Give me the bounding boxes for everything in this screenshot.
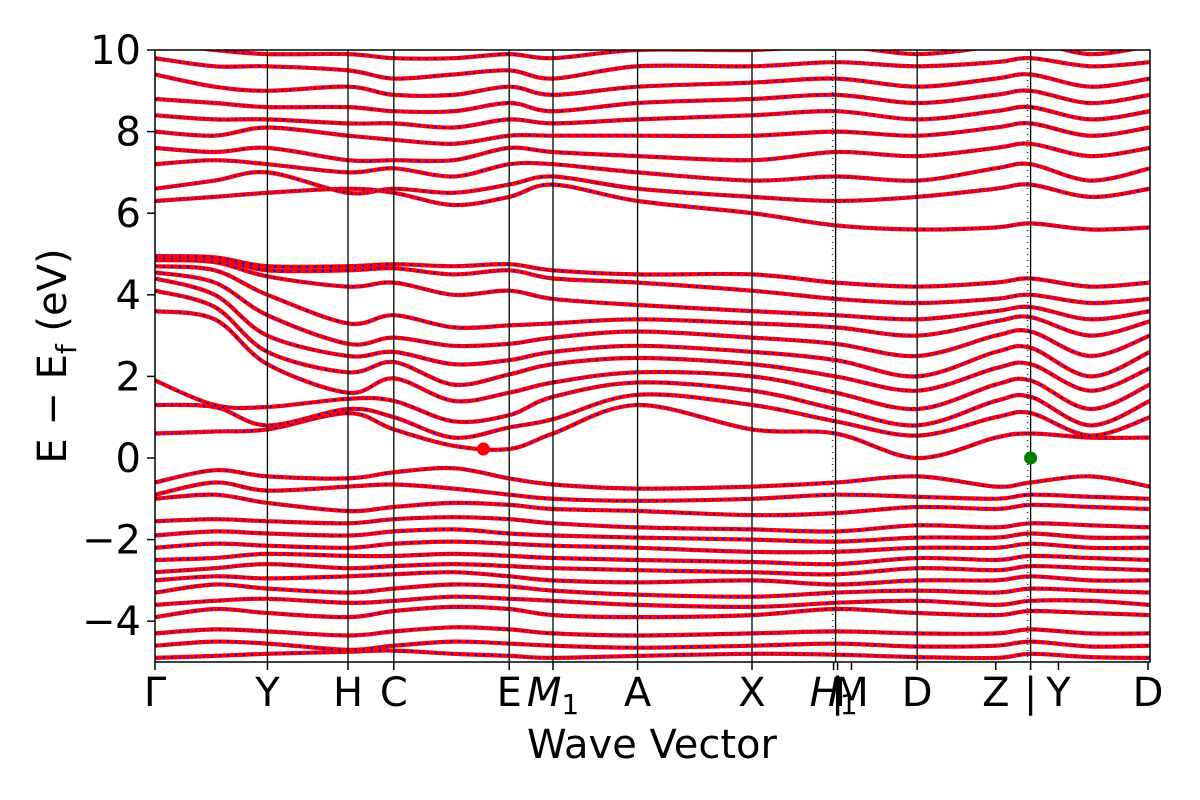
- band-line-dash: [155, 256, 1150, 305]
- band-line: [155, 570, 1150, 587]
- x-tick-label-main: M: [527, 670, 562, 716]
- bands: [155, 50, 1150, 661]
- band-line-dash: [155, 73, 1150, 97]
- x-tick-label: X: [738, 670, 765, 716]
- band-line: [155, 582, 1150, 599]
- x-tick-label: |: [1024, 670, 1037, 716]
- band-line: [155, 141, 1150, 164]
- x-tick-label-main: Y: [1045, 670, 1071, 716]
- y-tick-label: 6: [116, 191, 141, 237]
- y-tick-label: 4: [116, 273, 141, 319]
- band-line-dash: [155, 403, 1150, 460]
- band-line: [155, 402, 1150, 461]
- band-line: [155, 465, 1150, 491]
- band-line-dash: [155, 393, 1150, 439]
- band-line-dash: [155, 57, 1150, 80]
- x-tick-label-main: Y: [254, 670, 280, 716]
- x-tick-label: D: [902, 670, 933, 716]
- band-line: [155, 594, 1150, 610]
- x-tick-label-main: D: [902, 670, 933, 716]
- plot-area: [154, 49, 1151, 663]
- x-tick-label: M1: [527, 670, 579, 721]
- band-line-dash: [155, 271, 1150, 358]
- band-line-dash: [155, 481, 1150, 502]
- x-tick-label: A: [624, 670, 652, 716]
- x-tick-label-main: |: [1024, 670, 1037, 716]
- extremum-marker: [476, 442, 490, 456]
- y-axis-label-main: E − E: [30, 354, 76, 464]
- x-tick-label: C: [380, 670, 408, 716]
- y-tick-label: −2: [82, 518, 141, 564]
- x-tick-label-main: X: [738, 670, 765, 716]
- markers: [476, 442, 1038, 465]
- band-line-dash: [155, 493, 1150, 517]
- band-line: [197, 50, 1140, 61]
- y-axis-label-unit: (eV): [30, 248, 76, 344]
- x-tick-label-main: E: [497, 670, 522, 716]
- band-line: [155, 625, 1150, 638]
- x-axis-label: Wave Vector: [527, 722, 778, 768]
- band-line-dash: [155, 265, 1150, 337]
- x-tick-label-main: A: [624, 670, 652, 716]
- extremum-marker: [1024, 451, 1038, 465]
- band-line: [155, 527, 1150, 544]
- band-line: [155, 182, 1150, 232]
- kpoint-vlines: [266, 50, 1032, 662]
- y-axis-label-sub: f: [50, 343, 83, 354]
- band-line: [155, 648, 1150, 661]
- y-tick-label: −4: [82, 599, 141, 645]
- band-line: [155, 562, 1150, 577]
- x-tick-label: Γ: [144, 670, 167, 716]
- band-line: [155, 258, 1150, 322]
- band-line: [155, 264, 1150, 338]
- x-tick-label: Z: [982, 670, 1009, 716]
- band-line: [155, 158, 1150, 183]
- band-line: [155, 253, 1150, 289]
- x-tick-label-main: H: [810, 670, 840, 716]
- x-tick-label-sub: 1: [840, 688, 858, 721]
- band-line: [155, 288, 1150, 393]
- x-tick-label: Y: [1045, 670, 1071, 716]
- band-line-dash: [155, 277, 1150, 378]
- x-tick-label: |: [831, 670, 844, 716]
- x-tick-label-main: Γ: [144, 670, 167, 716]
- band-line-dash: [155, 142, 1150, 163]
- x-tick-label: H: [333, 670, 363, 716]
- x-tick-label: Y: [254, 670, 280, 716]
- x-axis-ticks: Γ Y H C E M1 A X H1|M D Z | Y D: [144, 662, 1164, 721]
- x-tick-label-sub: 1: [561, 688, 579, 721]
- band-line: [155, 539, 1150, 555]
- y-tick-label: 0: [116, 436, 141, 482]
- x-tick-label-main: Z: [982, 670, 1009, 716]
- band-line: [155, 639, 1150, 652]
- band-line: [155, 515, 1150, 534]
- band-line: [155, 604, 1150, 620]
- x-tick-label-main: D: [1133, 670, 1164, 716]
- y-axis-ticks: −4 −2 0 2 4 6 8 10: [82, 28, 155, 645]
- y-axis-label: E − Ef (eV): [30, 248, 83, 463]
- band-line-dash: [155, 122, 1150, 145]
- band-line-dash: [155, 379, 1150, 427]
- band-line: [155, 104, 1150, 130]
- band-line: [155, 169, 1150, 204]
- y-tick-label: 8: [116, 110, 141, 156]
- x-tick-label-main: H: [333, 670, 363, 716]
- band-line-dash: [155, 466, 1150, 490]
- band-line-dash: [155, 89, 1150, 114]
- x-tick-label: M: [834, 670, 869, 716]
- band-line: [155, 276, 1150, 379]
- plot-frame: [154, 49, 1151, 663]
- x-tick-label: E: [497, 670, 522, 716]
- y-tick-label: 2: [116, 354, 141, 400]
- x-tick-label-main: C: [380, 670, 408, 716]
- band-line: [155, 551, 1150, 567]
- band-line-dash: [155, 159, 1150, 182]
- x-tick-label: D: [1133, 670, 1164, 716]
- x-tick-label-main: |: [831, 670, 844, 716]
- band-line-dash: [155, 310, 1150, 411]
- x-tick-label-main: M: [834, 670, 869, 716]
- x-tick-label: H1: [810, 670, 858, 721]
- y-tick-label: 10: [90, 28, 141, 74]
